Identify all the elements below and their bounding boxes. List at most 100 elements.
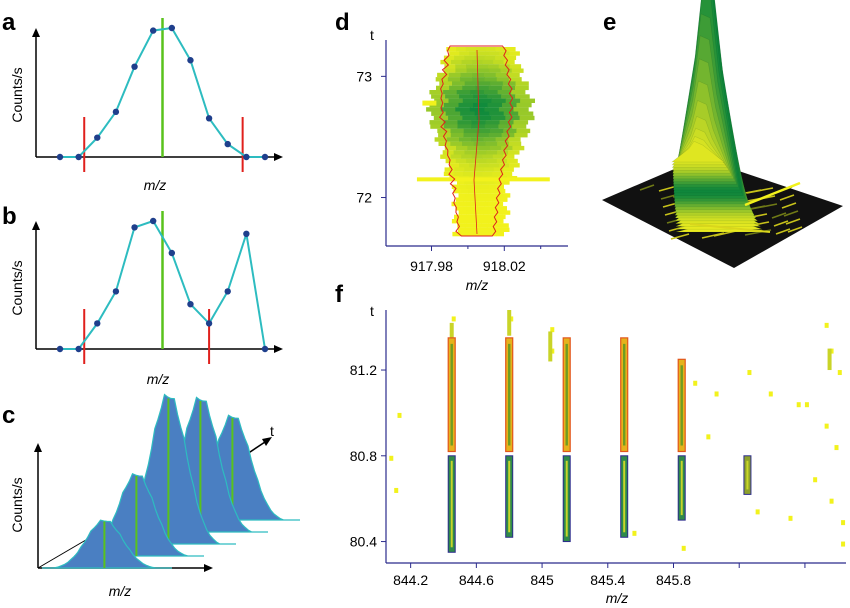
panel-d-cell xyxy=(497,150,509,155)
panel-d-cell xyxy=(490,188,498,194)
panel-d-cell xyxy=(494,227,503,232)
panel-d-cell xyxy=(479,227,488,232)
panel-a-point xyxy=(261,153,269,161)
panel-d-cell xyxy=(449,51,460,56)
panel-d-cell xyxy=(451,184,460,189)
panel-b-point xyxy=(112,288,120,295)
panel-f-noise-speck xyxy=(397,412,402,418)
panel-c-xlabel: m/z xyxy=(109,583,132,599)
panel-f-noise-speck xyxy=(632,530,637,536)
panel-d-cell xyxy=(495,201,504,207)
panel-f-peak-upper-core xyxy=(450,343,453,446)
panel-d-cell xyxy=(458,201,467,207)
panel-d-cell xyxy=(456,145,468,151)
panel-d-cell xyxy=(495,210,503,215)
panel-d-cell xyxy=(493,167,505,172)
panel-d-cell xyxy=(469,51,480,56)
panel-d-ytick-label: 72 xyxy=(356,190,372,206)
panel-d-cell xyxy=(499,197,508,202)
panel-d-cell xyxy=(448,115,463,121)
panel-d-cell xyxy=(497,214,506,220)
panel-e-noise-spike xyxy=(639,184,655,191)
panel-c-ylabel: Counts/s xyxy=(9,477,25,532)
panel-d-stray-line xyxy=(422,100,437,106)
panel-d-cell xyxy=(473,184,482,189)
panel-d-cell xyxy=(489,145,502,151)
panel-e-noise-spike xyxy=(775,228,791,235)
panel-f-xtick-label: 845.4 xyxy=(590,572,625,588)
panel-d-cell xyxy=(451,201,460,207)
panel-d-cell xyxy=(516,128,531,134)
panel-d-cell xyxy=(501,94,516,99)
panel-d-cell xyxy=(463,133,477,138)
panel-f-noise-speck xyxy=(837,370,842,376)
panel-d-cell xyxy=(488,85,503,91)
panel-d-cell xyxy=(484,77,498,82)
panel-d-cell xyxy=(513,120,529,125)
panel-d-cell xyxy=(501,85,516,91)
panel-f-peak-lower-core xyxy=(680,460,683,516)
panel-c-y-arrow-icon xyxy=(34,443,42,452)
panel-d-cell xyxy=(445,111,461,116)
panel-d-cell xyxy=(502,193,511,198)
panel-d-cell xyxy=(489,163,500,168)
panel-a-point xyxy=(56,153,64,161)
panel-d-cell xyxy=(467,145,480,151)
panel-d-cell xyxy=(497,90,512,95)
panel-d-cell xyxy=(448,98,464,103)
panel-d-cell xyxy=(474,167,485,172)
panel-d-cell xyxy=(433,115,449,121)
panel-d-cell xyxy=(471,223,480,228)
panel-d-cell xyxy=(459,137,472,142)
panel-c-profile-1 xyxy=(42,519,172,569)
panel-d-cell xyxy=(466,184,475,189)
panel-d-cell xyxy=(477,197,486,202)
panel-d-cell xyxy=(459,231,468,237)
panel-d-cell xyxy=(495,193,503,198)
panel-d-cell xyxy=(455,158,467,164)
panel-d-cell xyxy=(479,223,487,228)
panel-d-cell xyxy=(475,150,487,155)
panel-d-cell xyxy=(438,141,451,146)
panel-d-cell xyxy=(493,59,505,65)
panel-d: t m/z 917.98 918.02 73 72 xyxy=(356,27,568,293)
panel-d-cell xyxy=(518,111,534,116)
panel-d-cell xyxy=(477,206,486,211)
panel-b-point xyxy=(224,288,231,295)
panel-d-cell xyxy=(505,115,521,121)
panel-a: Counts/s m/z xyxy=(9,18,283,193)
panel-d-cell xyxy=(464,180,473,185)
panel-e-ridge xyxy=(689,223,771,233)
panel-d-cell xyxy=(486,150,498,155)
panel-e-surface-slice xyxy=(671,140,725,163)
panel-d-cell xyxy=(507,137,521,142)
panel-d-cell xyxy=(498,64,511,69)
panel-a-point xyxy=(149,27,157,34)
panel-d-cell xyxy=(496,77,510,82)
panel-d-cell xyxy=(484,72,497,78)
panel-d-cell xyxy=(456,90,471,95)
panel-b-point xyxy=(75,345,82,353)
panel-b-point xyxy=(94,320,101,327)
panel-d-cell xyxy=(505,55,517,60)
panel-d-cell xyxy=(454,55,465,60)
panel-d-cell xyxy=(448,72,462,78)
panel-d-cell xyxy=(459,94,474,99)
panel-d-cell xyxy=(484,124,499,129)
panel-d-cell xyxy=(482,59,494,65)
panel-a-point xyxy=(224,140,231,148)
panel-e-ridge xyxy=(744,181,801,207)
panel-f-noise-speck xyxy=(693,380,698,386)
panel-d-cell xyxy=(500,68,513,73)
panel-a-point xyxy=(94,134,101,141)
panel-e-noise-spike xyxy=(787,226,803,233)
panel-d-cell xyxy=(446,137,460,142)
panel-d-cell xyxy=(476,158,488,164)
panel-d-cell xyxy=(503,59,515,65)
panel-d-cell xyxy=(450,141,463,146)
panel-a-xlabel: m/z xyxy=(144,177,167,193)
panel-d-cell xyxy=(509,51,520,56)
panel-d-cell xyxy=(456,47,467,52)
panel-d-cell xyxy=(488,184,497,189)
panel-d-cell xyxy=(496,158,508,164)
